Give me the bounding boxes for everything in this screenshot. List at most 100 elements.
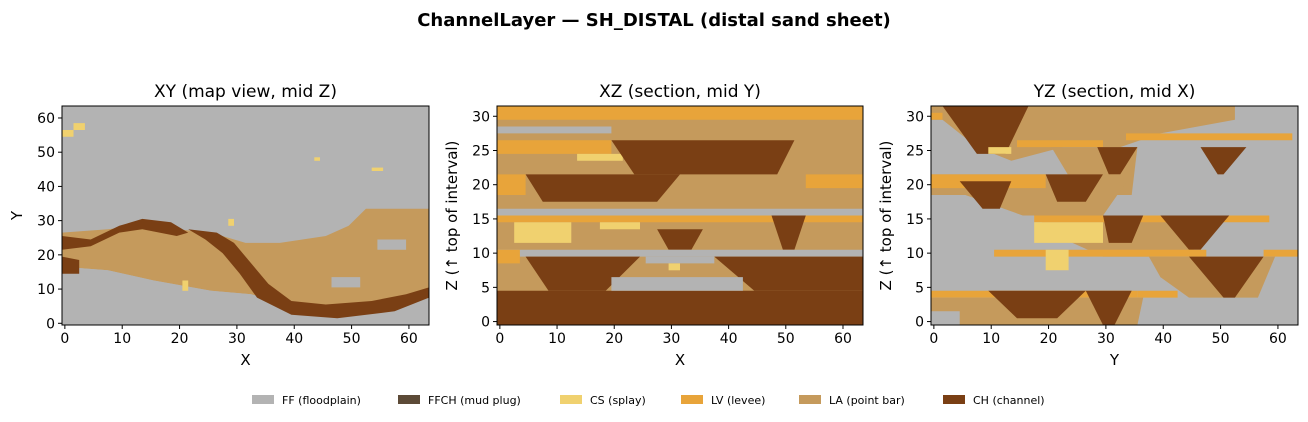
facies-region-ch <box>1103 215 1144 243</box>
facies-region-cs <box>314 157 320 161</box>
y-tick-label: 5 <box>915 280 924 296</box>
plot-frame <box>61 105 430 326</box>
y-tick-label: 20 <box>906 178 924 194</box>
facies-region-ch <box>1045 174 1103 202</box>
x-tick-label: 50 <box>343 331 361 347</box>
facies-region-lv <box>1137 290 1178 298</box>
legend-swatch <box>799 395 821 404</box>
y-tick-label: 30 <box>906 109 924 125</box>
figure-suptitle: ChannelLayer — SH_DISTAL (distal sand sh… <box>417 10 891 31</box>
y-axis-label: Z (↑ top of interval) <box>877 141 895 291</box>
facies-region-ch <box>1085 290 1132 325</box>
y-tick-label: 0 <box>481 315 490 331</box>
panel-1: 0 10 20 30 40 50 60 0 10 20 30 40 50 60 XY (map view, … <box>8 82 430 369</box>
facies-region-ch <box>771 215 806 250</box>
facies-region-cs <box>577 153 623 161</box>
plot-frame <box>496 105 864 326</box>
heatmap-area <box>931 106 1298 325</box>
x-tick-label: 0 <box>495 331 504 347</box>
legend-item-cs: CS (splay) <box>560 394 646 407</box>
facies-region-ch <box>1160 215 1230 250</box>
x-tick-label: 20 <box>1040 331 1058 347</box>
y-tick-label: 0 <box>46 316 55 332</box>
x-tick-label: 0 <box>929 331 938 347</box>
y-tick-label: 50 <box>37 145 55 161</box>
y-tick-label: 40 <box>37 179 55 195</box>
facies-region-ff <box>331 277 361 288</box>
x-tick-label: 50 <box>777 331 795 347</box>
y-tick-label: 15 <box>906 212 924 228</box>
heatmap-area <box>497 106 863 325</box>
legend-item-la: LA (point bar) <box>799 394 905 407</box>
facies-region-ch <box>611 140 795 175</box>
x-tick-label: 40 <box>285 331 303 347</box>
x-tick-label: 20 <box>605 331 623 347</box>
facies-region-cs <box>371 167 384 171</box>
x-tick-label: 20 <box>171 331 189 347</box>
legend-item-ch: CH (channel) <box>943 394 1045 407</box>
facies-region-ch <box>1097 147 1138 175</box>
facies-region-ch <box>497 290 863 325</box>
facies-region-lv <box>1017 140 1103 148</box>
facies-region-lv <box>497 106 863 120</box>
facies-region-cs <box>599 222 640 230</box>
facies-region-lv <box>497 215 863 223</box>
facies-region-ff <box>62 266 429 325</box>
y-tick-label: 20 <box>472 178 490 194</box>
facies-region-ch <box>942 106 1029 154</box>
facies-region-lv <box>497 174 526 195</box>
facies-region-ch <box>525 174 680 202</box>
facies-region-cs <box>62 123 85 137</box>
facies-region-ch <box>959 181 1012 209</box>
x-tick-label: 40 <box>720 331 738 347</box>
facies-region-lv <box>994 249 1207 257</box>
facies-region-ch <box>62 256 80 274</box>
facies-region-lv <box>931 112 943 120</box>
facies-region-ff <box>931 311 960 325</box>
y-tick-label: 25 <box>906 143 924 159</box>
x-tick-label: 40 <box>1154 331 1172 347</box>
panel-title: YZ (section, mid X) <box>1033 82 1196 102</box>
x-tick-label: 10 <box>113 331 131 347</box>
y-axis-label: Y <box>8 210 26 221</box>
x-tick-label: 30 <box>228 331 246 347</box>
panel-title: XZ (section, mid Y) <box>599 82 761 102</box>
x-tick-label: 60 <box>400 331 418 347</box>
facies-region-ch <box>62 218 189 250</box>
x-tick-label: 0 <box>60 331 69 347</box>
y-axis-label: Z (↑ top of interval) <box>443 141 461 291</box>
facies-region-ff <box>645 256 715 264</box>
facies-region-cs <box>988 147 1012 154</box>
facies-region-lv <box>1034 215 1270 223</box>
x-tick-label: 60 <box>834 331 852 347</box>
facies-region-lv <box>931 174 1046 189</box>
x-tick-label: 30 <box>663 331 681 347</box>
x-tick-label: 50 <box>1212 331 1230 347</box>
y-tick-label: 10 <box>906 246 924 262</box>
legend-label: LA (point bar) <box>829 394 905 407</box>
facies-region-cs <box>1045 249 1069 271</box>
legend-label: LV (levee) <box>711 394 765 407</box>
x-axis-label: X <box>240 351 250 369</box>
facies-region-cs <box>228 218 234 226</box>
legend-swatch <box>560 395 582 404</box>
facies-region-cs <box>1034 222 1103 243</box>
panel-3: 0 10 20 30 40 50 60 0 5 10 15 20 25 30 YZ (section, mi… <box>877 82 1299 369</box>
legend-swatch <box>398 395 420 404</box>
facies-region-ch <box>988 290 1086 319</box>
facies-region-ff <box>611 277 743 291</box>
legend-item-ff: FF (floodplain) <box>252 394 361 407</box>
facies-region-lv <box>497 249 520 264</box>
facies-region-lv <box>805 174 863 189</box>
legend-label: FF (floodplain) <box>282 394 361 407</box>
y-tick-label: 20 <box>37 248 55 264</box>
facies-region-ff <box>497 126 612 134</box>
facies-region-lv <box>497 140 612 154</box>
y-tick-label: 30 <box>37 214 55 230</box>
y-tick-label: 10 <box>472 246 490 262</box>
x-tick-label: 10 <box>982 331 1000 347</box>
facies-region-ch <box>714 256 863 291</box>
x-axis-label: Y <box>1109 351 1120 369</box>
